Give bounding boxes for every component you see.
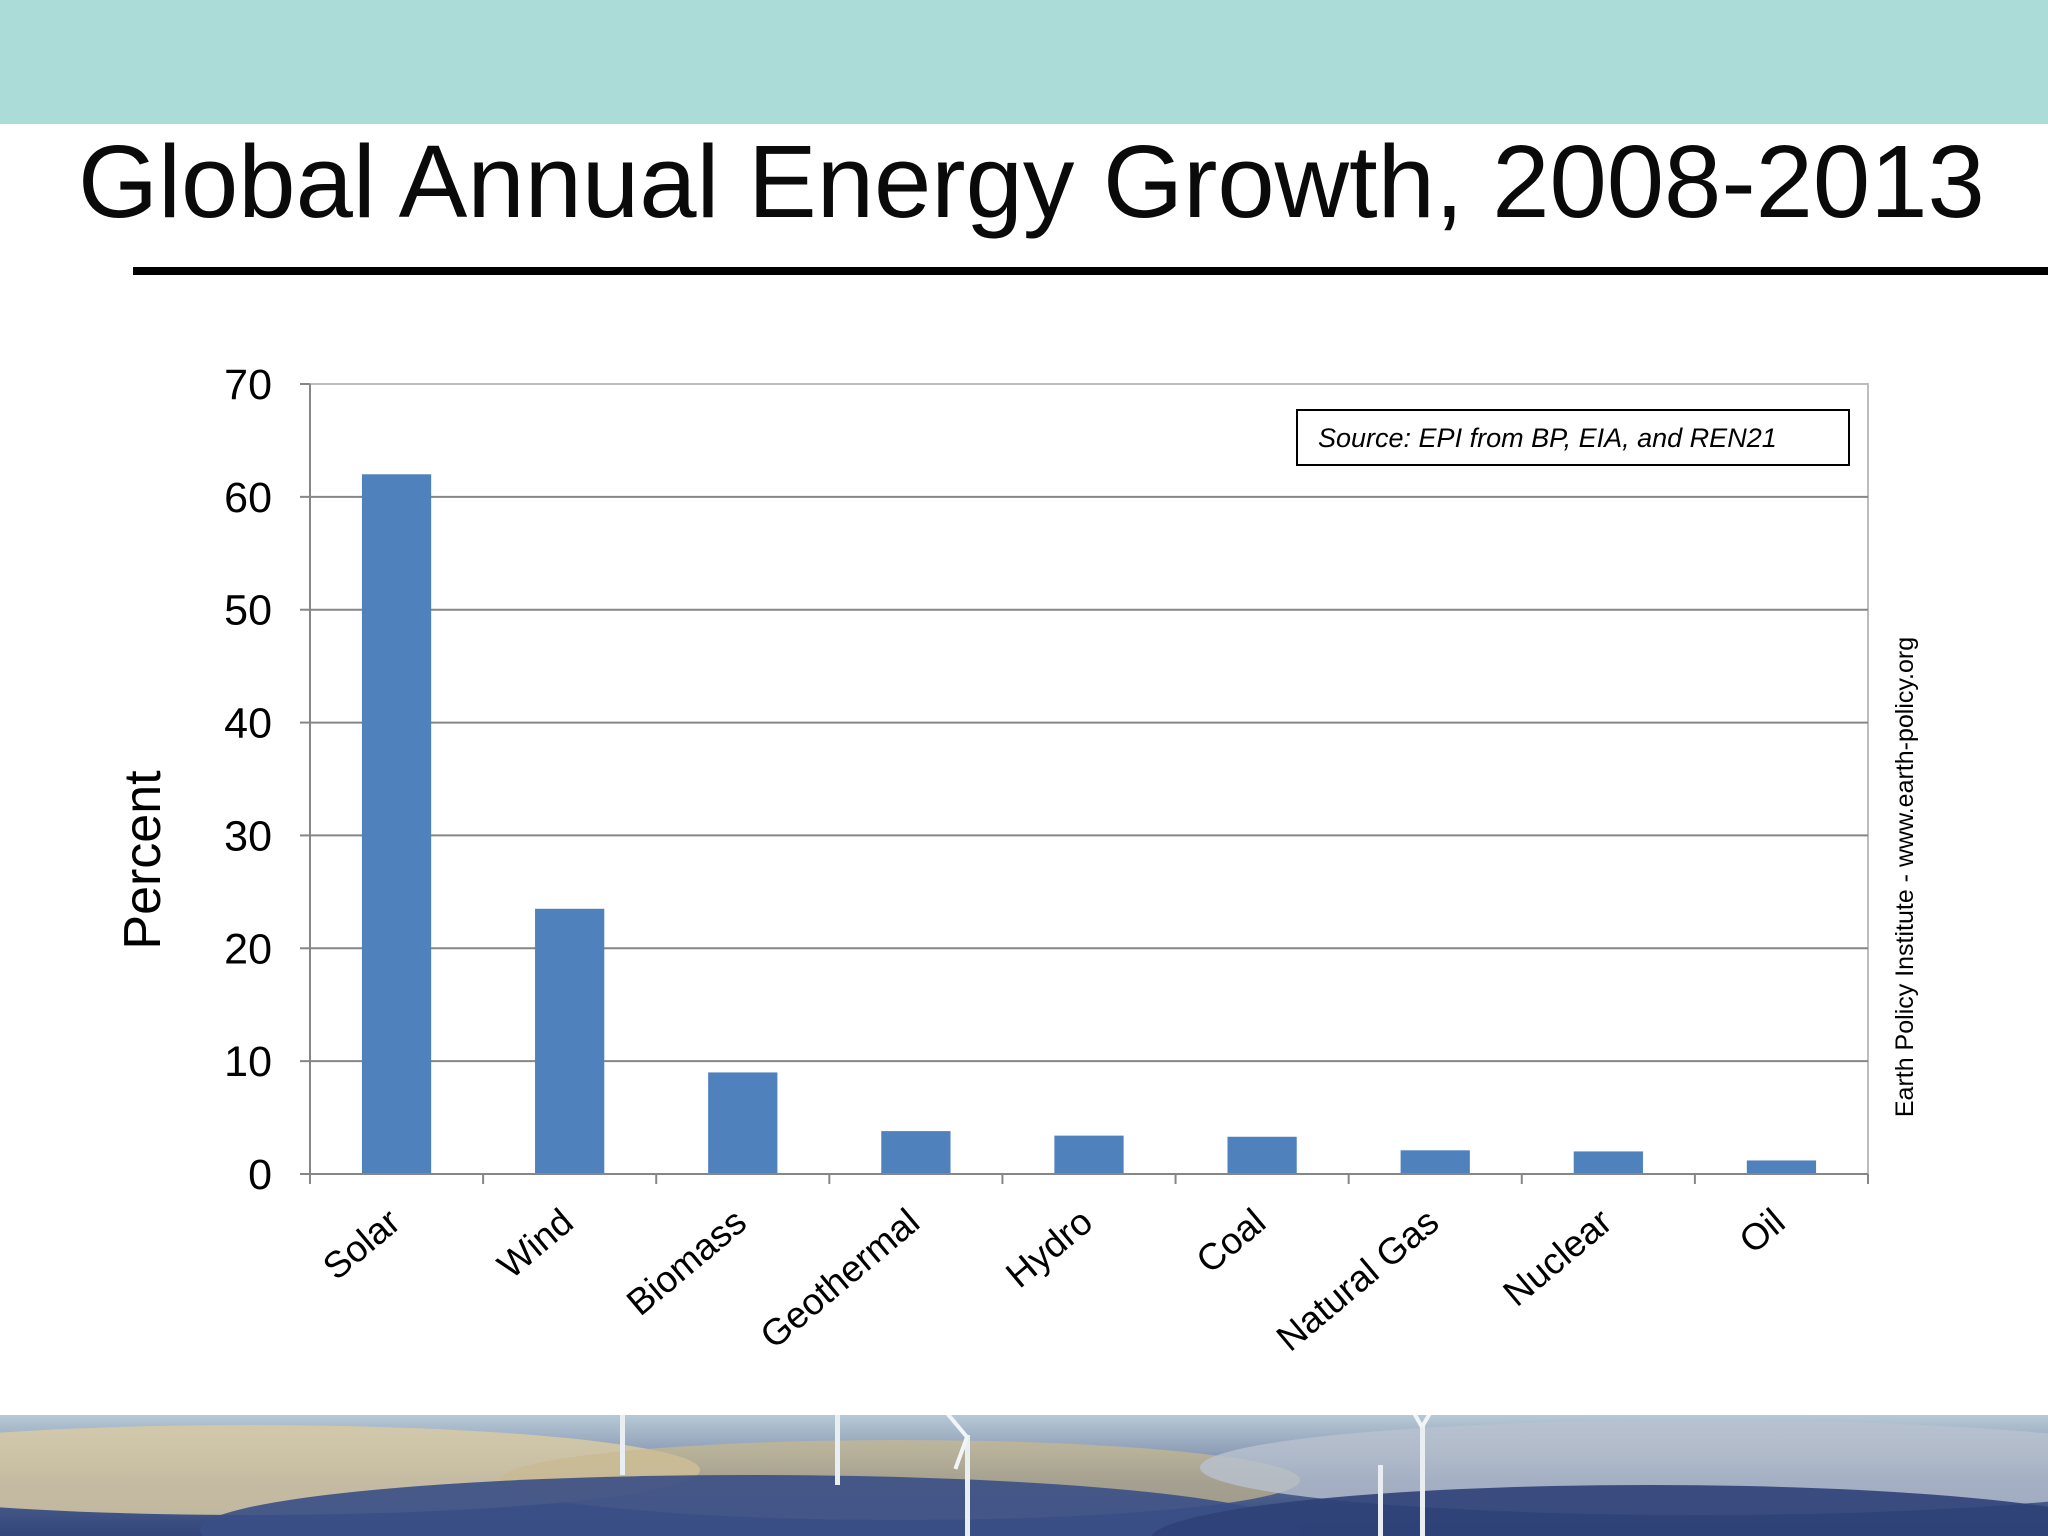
source-box xyxy=(1296,409,1850,466)
x-tick-label: Biomass xyxy=(619,1201,754,1324)
y-tick-label: 70 xyxy=(224,361,272,409)
x-tick-label: Nuclear xyxy=(1495,1201,1619,1314)
y-tick-label: 50 xyxy=(224,587,272,635)
axes xyxy=(300,383,1869,1184)
side-credit: Earth Policy Institute - www.earth-polic… xyxy=(1891,637,1919,1117)
turbine-blade xyxy=(943,1415,969,1439)
x-tick-label: Natural Gas xyxy=(1269,1201,1447,1359)
source-note: Source: EPI from BP, EIA, and REN21 xyxy=(1318,423,1777,453)
slide-title: Global Annual Energy Growth, 2008-2013 xyxy=(78,124,1985,239)
bar-natural-gas xyxy=(1400,1150,1470,1174)
top-banner xyxy=(0,0,2048,124)
landscape-photo-strip xyxy=(0,1415,2048,1536)
wind-turbine xyxy=(835,1415,840,1485)
bar-coal xyxy=(1227,1136,1297,1174)
y-tick-labels: 0 10 20 30 40 50 60 70 xyxy=(224,361,272,1199)
wind-turbine xyxy=(1378,1465,1383,1536)
y-tick-label: 20 xyxy=(224,925,272,973)
wind-turbine xyxy=(1420,1425,1425,1536)
y-axis-label: Percent xyxy=(114,770,172,950)
bar-geothermal xyxy=(881,1131,951,1174)
wind-turbine xyxy=(965,1435,970,1536)
bar-hydro xyxy=(1054,1135,1124,1174)
y-tick-label: 10 xyxy=(224,1038,272,1086)
bar-oil xyxy=(1746,1160,1817,1174)
x-tick-label: Geothermal xyxy=(753,1201,927,1357)
bar-nuclear xyxy=(1573,1151,1643,1174)
x-tick-label: Hydro xyxy=(998,1201,1100,1296)
x-tick-label: Oil xyxy=(1732,1201,1793,1261)
x-tick-label: Coal xyxy=(1189,1201,1274,1281)
bars xyxy=(361,474,1817,1174)
wind-turbine xyxy=(620,1415,625,1475)
y-tick-label: 60 xyxy=(224,474,272,522)
x-tick-label: Wind xyxy=(490,1201,581,1287)
y-tick-label: 30 xyxy=(224,812,272,860)
y-tick-label: 40 xyxy=(224,700,272,748)
bar-chart: 0 10 20 30 40 50 60 70 Solar Wind BiomassGeotherm… xyxy=(114,361,1919,1359)
title-divider xyxy=(133,267,2048,275)
bar-biomass xyxy=(708,1072,778,1174)
y-tick-label: 0 xyxy=(248,1151,272,1199)
bar-solar xyxy=(361,474,432,1174)
bar-wind xyxy=(535,908,605,1174)
x-tick-label: Solar xyxy=(315,1201,408,1288)
